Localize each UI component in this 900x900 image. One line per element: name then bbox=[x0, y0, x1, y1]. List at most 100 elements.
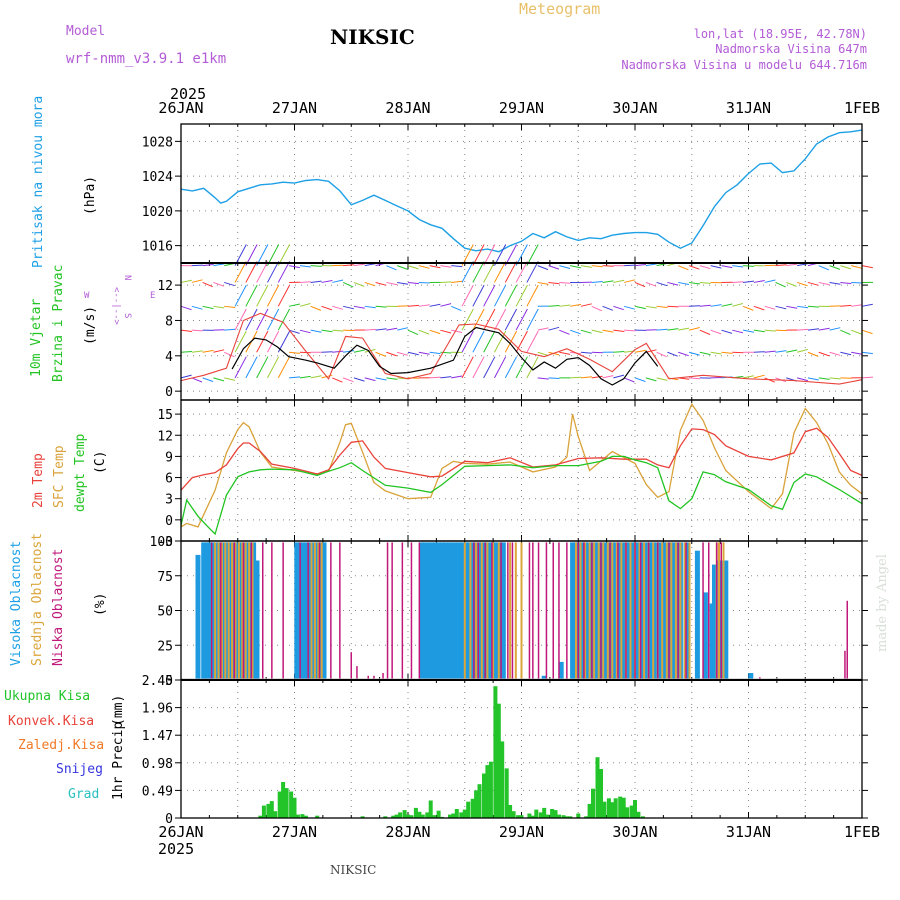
wind-barb bbox=[667, 281, 679, 286]
cloud-bar bbox=[584, 542, 587, 680]
y-tick-label: 75 bbox=[157, 570, 173, 585]
wind-barb bbox=[418, 351, 430, 355]
time-label-bottom: 30JAN bbox=[612, 823, 657, 841]
wind-barb bbox=[721, 329, 733, 334]
wind-barb bbox=[191, 264, 203, 267]
precip-bar bbox=[576, 813, 581, 818]
wind-barb bbox=[504, 284, 518, 307]
cloud-bar bbox=[588, 542, 591, 680]
cloud-bar bbox=[492, 542, 495, 680]
cloud-label-low: Niska Oblacnost bbox=[51, 549, 66, 666]
wind-barb bbox=[688, 351, 700, 356]
cloud-bar bbox=[702, 542, 704, 680]
wind-barb bbox=[191, 377, 203, 383]
wind-barb bbox=[332, 329, 344, 332]
y-tick-label: 0 bbox=[165, 674, 173, 689]
cloud-bar bbox=[307, 542, 313, 680]
wind-barb bbox=[548, 377, 560, 379]
wind-barb bbox=[753, 351, 765, 353]
wind-barb bbox=[472, 356, 485, 379]
model-label: Model bbox=[66, 24, 105, 39]
precip-bar bbox=[269, 801, 274, 818]
wind-barb bbox=[440, 281, 452, 283]
wind-barb bbox=[256, 261, 269, 283]
precip-bar bbox=[621, 797, 626, 818]
wind-barb bbox=[515, 284, 528, 307]
legend-zaledj: Zaledj.Kisa bbox=[18, 738, 104, 753]
wind-barb bbox=[537, 327, 549, 331]
wind-barb bbox=[299, 351, 311, 354]
cloud-bar bbox=[463, 542, 469, 680]
cloud-bar bbox=[541, 675, 547, 680]
wind-barb bbox=[364, 281, 376, 287]
wind-barb bbox=[688, 327, 700, 331]
wind-barb bbox=[494, 356, 507, 379]
wind-barb bbox=[699, 304, 711, 307]
wind-barb bbox=[364, 377, 376, 382]
wind-barb bbox=[245, 356, 258, 379]
precip-bar bbox=[482, 773, 486, 818]
precip-bar bbox=[557, 814, 561, 818]
y-tick-label: 1016 bbox=[142, 240, 173, 255]
y-tick-label: 1028 bbox=[142, 135, 173, 150]
cloud-bar bbox=[410, 542, 413, 680]
y-tick-label: 1020 bbox=[142, 205, 173, 220]
wind-barb bbox=[732, 351, 744, 354]
year-bottom: 2025 bbox=[158, 840, 194, 858]
wind-barb bbox=[753, 329, 765, 333]
precip-bar bbox=[466, 801, 471, 818]
cloud-bar bbox=[244, 542, 250, 680]
cloud-bar bbox=[599, 542, 605, 680]
temp-label-1: 2m Temp bbox=[31, 453, 46, 508]
precip-bar bbox=[553, 810, 558, 818]
cloud-bar bbox=[480, 542, 483, 680]
wind-barb bbox=[342, 281, 354, 288]
cloud-bar bbox=[230, 542, 236, 680]
wind-barb bbox=[764, 350, 776, 353]
precip-bar bbox=[564, 816, 569, 818]
precip-bar bbox=[360, 816, 365, 818]
wind-barb bbox=[537, 351, 549, 356]
wind-barb bbox=[504, 308, 518, 331]
wind-barb bbox=[310, 329, 322, 333]
cloud-bar bbox=[583, 542, 585, 680]
cloud-bar bbox=[577, 542, 579, 680]
model-elevation-label: Nadmorska Visina u modelu 644.716m bbox=[621, 58, 867, 72]
wind-barb bbox=[526, 356, 539, 379]
cloud-bar bbox=[620, 542, 625, 680]
wind-barb bbox=[483, 330, 496, 353]
wind-barb bbox=[818, 351, 830, 357]
precip-bar bbox=[511, 811, 516, 818]
cloud-bar bbox=[294, 542, 300, 680]
cloud-bar bbox=[514, 542, 517, 680]
wind-barb bbox=[624, 377, 635, 383]
wind-barb bbox=[602, 329, 614, 333]
wind-barb bbox=[559, 329, 570, 335]
cloud-bar bbox=[477, 542, 480, 680]
cloud-bar bbox=[620, 542, 623, 680]
wind-barb bbox=[602, 280, 614, 283]
cloud-bar bbox=[606, 542, 609, 680]
wind-barb bbox=[461, 284, 474, 307]
wind-barb bbox=[580, 329, 592, 334]
wind-barb bbox=[743, 280, 755, 283]
wind-barb bbox=[580, 303, 592, 307]
wind-barb bbox=[213, 377, 225, 382]
wind-barb bbox=[180, 279, 192, 283]
model-name: wrf-nmm_v3.9.1 e1km bbox=[66, 51, 226, 67]
wind-barb bbox=[829, 281, 841, 285]
cloud-bar bbox=[299, 542, 301, 680]
y-tick-label: 2.45 bbox=[142, 674, 173, 689]
cloud-bar bbox=[242, 542, 245, 680]
coords-label: lon,lat (18.95E, 42.78N) bbox=[694, 27, 867, 41]
cloud-bar bbox=[652, 542, 655, 680]
wind-barb bbox=[191, 305, 203, 310]
temp-label-3: dewpt Temp bbox=[73, 434, 88, 512]
wind-barb bbox=[364, 305, 376, 309]
precip-bar bbox=[394, 814, 399, 818]
cloud-bar bbox=[579, 542, 582, 680]
wind-barb bbox=[656, 281, 668, 287]
wind-barb bbox=[277, 308, 291, 331]
precip-bar bbox=[432, 815, 437, 818]
